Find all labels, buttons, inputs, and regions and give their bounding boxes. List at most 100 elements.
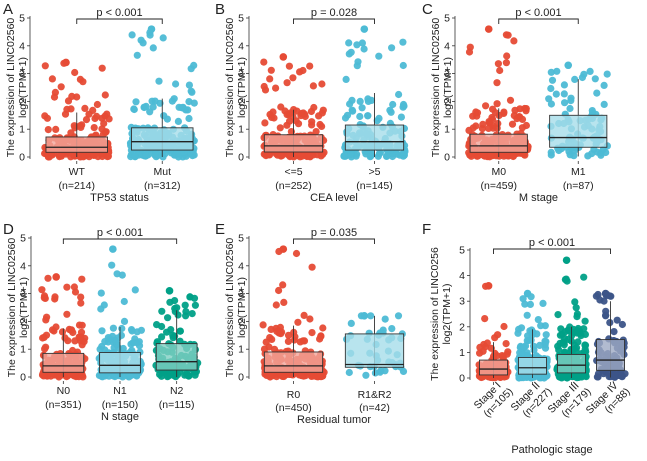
data-point — [518, 115, 527, 123]
y-tick-label: 4 — [444, 40, 450, 52]
data-point — [381, 315, 389, 323]
category-n-label: (n=145) — [356, 180, 392, 192]
data-point — [137, 326, 145, 334]
group-R0: R0(n=450) — [259, 245, 328, 414]
data-point — [38, 286, 46, 294]
max-outlier-point — [360, 312, 369, 320]
data-point — [487, 152, 495, 160]
data-point — [294, 318, 302, 326]
data-point — [277, 330, 285, 338]
category-label: Mut — [153, 166, 171, 178]
box-iqr — [469, 133, 528, 153]
data-point — [130, 105, 138, 114]
data-point — [523, 311, 531, 319]
data-point — [105, 115, 113, 123]
data-point — [44, 274, 52, 282]
data-point — [61, 334, 69, 342]
data-point — [280, 298, 288, 306]
max-outlier-point — [165, 287, 174, 295]
box-iqr — [518, 357, 547, 375]
data-point — [367, 312, 375, 320]
data-point — [178, 104, 186, 112]
category-n-label: (n=42) — [359, 402, 390, 414]
data-point — [297, 112, 305, 120]
data-point — [262, 338, 270, 346]
data-point — [289, 74, 297, 82]
data-point — [347, 319, 355, 327]
data-point — [158, 307, 166, 315]
data-point — [586, 67, 594, 75]
y-axis-label: log2(TPM+1) — [18, 277, 30, 338]
y-tick-label: 4 — [238, 260, 244, 272]
data-point — [142, 102, 150, 110]
category-label: R1&R2 — [358, 389, 392, 401]
data-point — [522, 121, 531, 130]
data-point — [285, 152, 293, 160]
y-tick-label: 5 — [444, 13, 450, 25]
data-point — [97, 305, 105, 313]
data-point — [318, 80, 326, 88]
data-point — [151, 150, 159, 158]
data-point — [578, 73, 587, 82]
data-point — [118, 271, 126, 279]
data-point — [57, 83, 65, 91]
data-point — [552, 90, 560, 98]
data-point — [185, 114, 193, 123]
data-point — [479, 120, 487, 128]
data-point — [99, 130, 107, 138]
data-point — [38, 371, 47, 379]
y-tick-label: 2 — [238, 316, 244, 328]
data-point — [133, 372, 141, 380]
data-point — [358, 104, 366, 112]
data-point — [142, 152, 150, 160]
group-Mut: Mut (n=312) — [126, 25, 198, 192]
data-point — [70, 283, 78, 291]
data-point — [571, 75, 579, 83]
data-point — [399, 38, 407, 46]
max-outlier-point — [147, 25, 156, 33]
data-point — [105, 372, 113, 380]
y-tick-label: 1 — [238, 124, 244, 136]
y-tick-label: 0 — [20, 372, 26, 384]
data-point — [366, 153, 374, 161]
data-point — [547, 100, 556, 108]
category-n-label: (n=252) — [275, 180, 311, 192]
data-point — [547, 68, 555, 76]
max-outlier-point — [109, 245, 117, 253]
data-point — [364, 112, 372, 120]
group-N1: N1 (n=150) — [95, 245, 145, 411]
data-point — [276, 323, 284, 331]
data-point — [500, 322, 508, 331]
y-tick-label: 1 — [459, 347, 465, 359]
data-point — [51, 295, 59, 303]
data-point — [342, 75, 350, 83]
y-tick-label: 3 — [459, 296, 465, 308]
data-point — [519, 295, 527, 303]
data-point — [399, 100, 408, 109]
data-point — [283, 79, 291, 87]
x-axis-title: TP53 status — [90, 192, 149, 204]
data-point — [536, 341, 544, 349]
data-point — [269, 108, 277, 116]
data-point — [131, 153, 139, 161]
data-point — [588, 109, 597, 117]
box-iqr — [131, 127, 194, 151]
group-M1: M1 (n=87) — [545, 61, 612, 192]
group-Stage III: Stage III(n=179) — [545, 256, 594, 420]
data-point — [284, 337, 292, 345]
data-point — [111, 373, 119, 381]
data-point — [171, 304, 179, 313]
y-tick-label: 4 — [238, 40, 244, 52]
max-outlier-point — [279, 53, 288, 61]
data-point — [481, 152, 489, 160]
data-point — [394, 312, 403, 320]
box-iqr — [596, 339, 625, 371]
data-point — [356, 97, 364, 105]
x-axis-title: CEA level — [310, 192, 358, 204]
data-point — [496, 66, 504, 75]
data-point — [40, 292, 49, 300]
data-point — [109, 324, 117, 332]
box-iqr — [549, 114, 608, 148]
data-point — [584, 152, 592, 160]
